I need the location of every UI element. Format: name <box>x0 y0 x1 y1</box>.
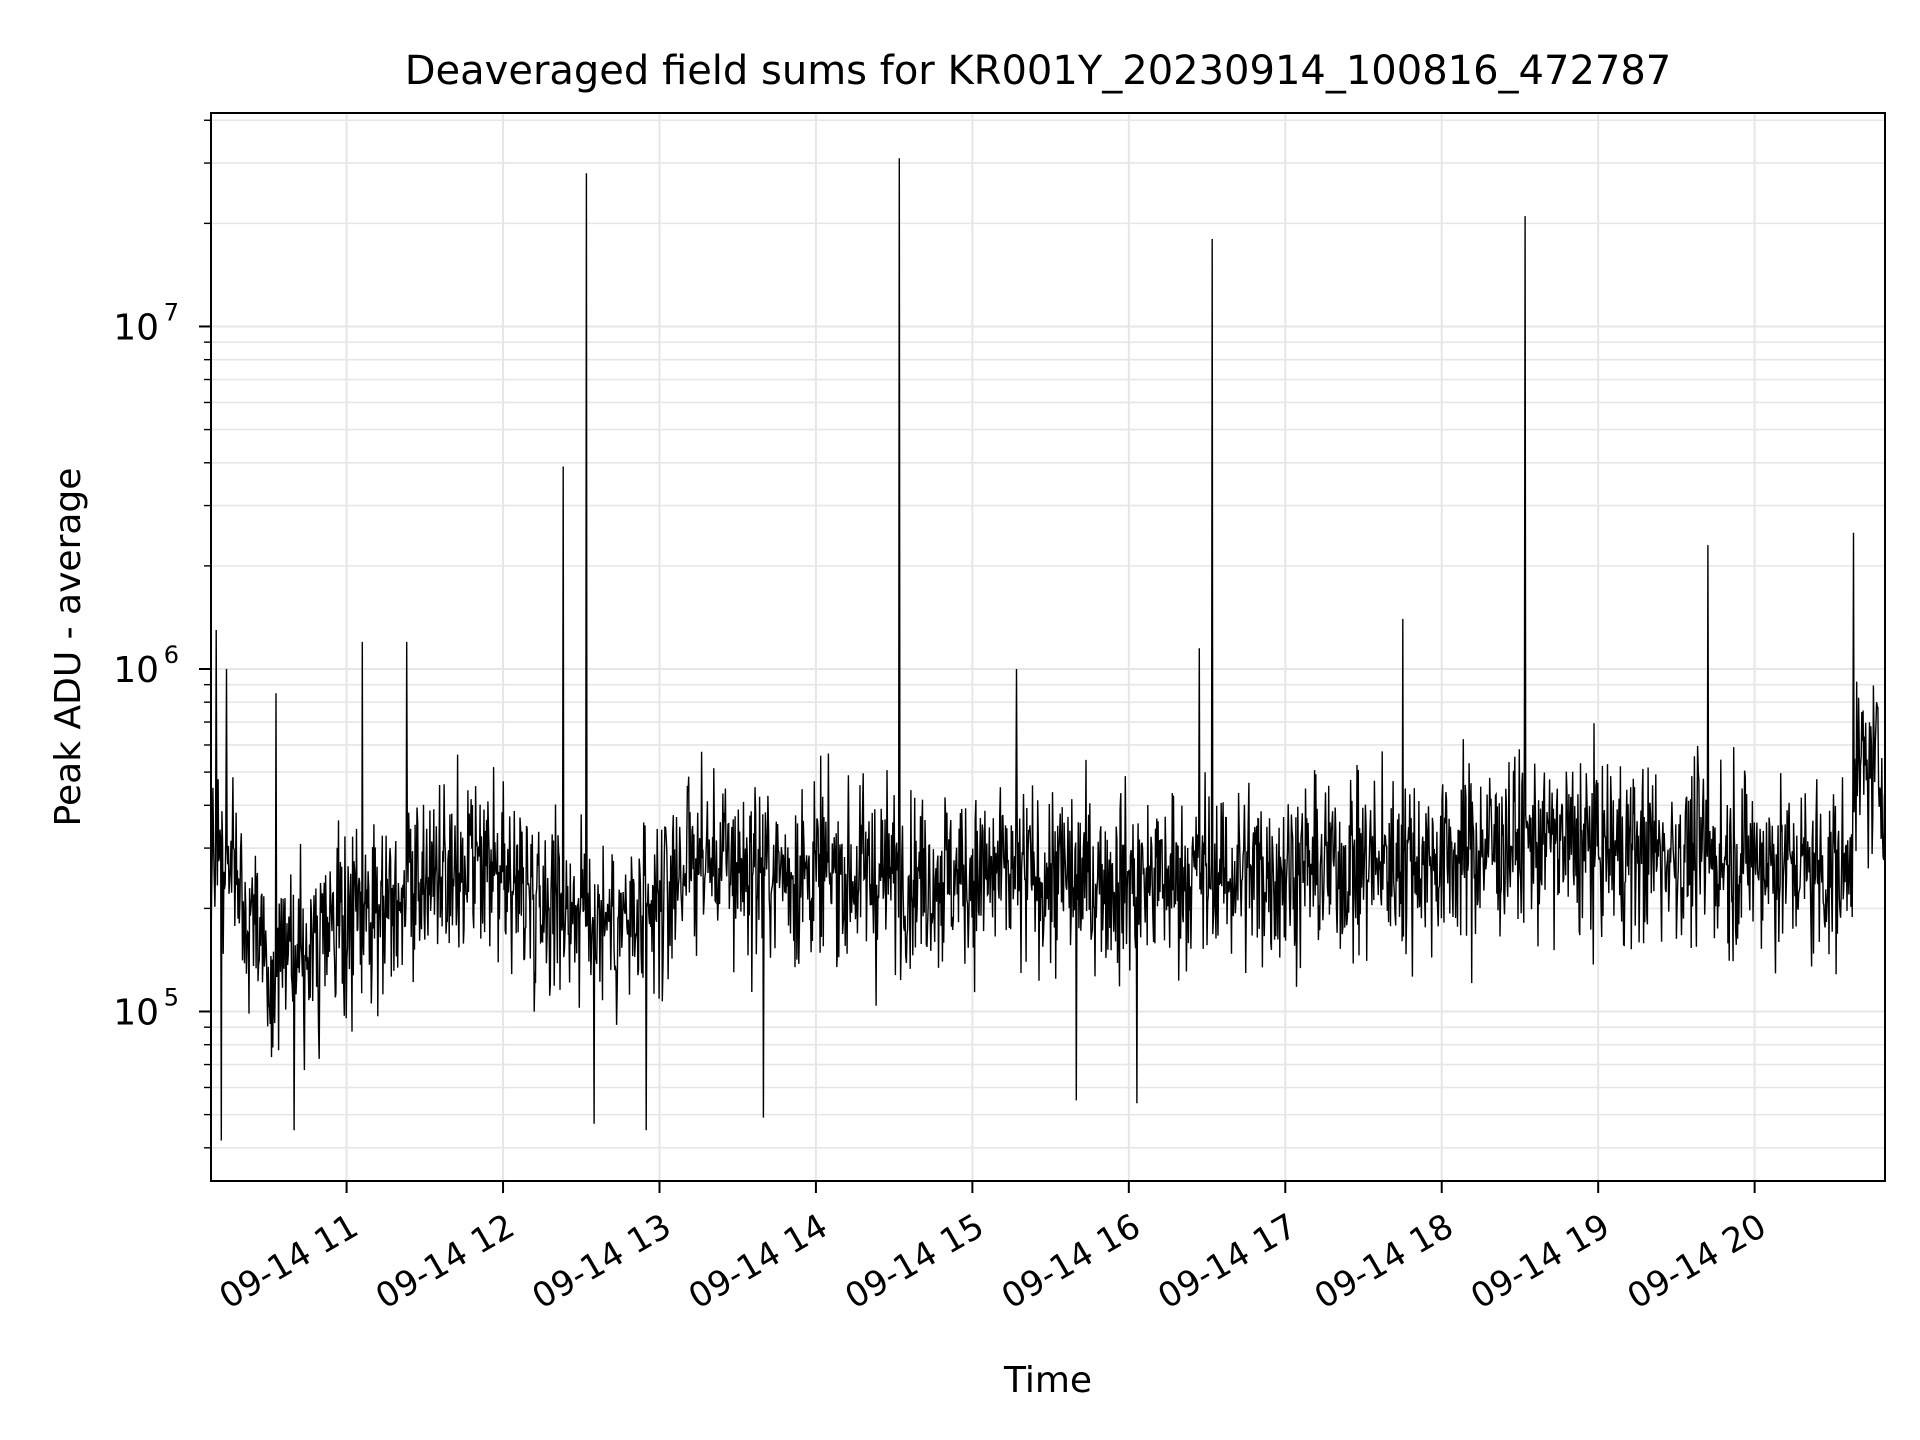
x-ticks: 09-14 11 09-14 12 09-14 13 09-14 14 09-14 15… <box>213 1181 1773 1317</box>
y-tick-label: 10 <box>113 307 159 348</box>
x-tick-label: 09-14 13 <box>526 1206 678 1317</box>
chart-title: Deaveraged field sums for KR001Y_2023091… <box>405 48 1672 94</box>
y-axis-label: Peak ADU - average <box>48 468 89 827</box>
x-tick-label: 09-14 16 <box>995 1206 1147 1317</box>
grid <box>211 113 1885 1181</box>
x-tick-label: 09-14 19 <box>1464 1206 1616 1317</box>
plot-area <box>211 158 1885 1141</box>
plot-frame <box>210 112 1886 1182</box>
y-tick-exponent: 6 <box>164 641 179 669</box>
y-tick-exponent: 5 <box>164 984 179 1012</box>
x-tick-label: 09-14 20 <box>1621 1206 1773 1317</box>
x-tick-label: 09-14 12 <box>369 1206 521 1317</box>
x-tick-label: 09-14 11 <box>213 1206 365 1317</box>
x-tick-label: 09-14 18 <box>1308 1206 1460 1317</box>
x-tick-label: 09-14 14 <box>682 1206 834 1317</box>
series-line <box>211 158 1885 1141</box>
x-tick-label: 09-14 17 <box>1151 1206 1303 1317</box>
x-axis-label: Time <box>1003 1360 1092 1401</box>
y-tick-exponent: 7 <box>164 298 179 326</box>
x-tick-label: 09-14 15 <box>838 1206 990 1317</box>
y-tick-label: 10 <box>113 650 159 691</box>
y-tick-label: 10 <box>113 993 159 1034</box>
